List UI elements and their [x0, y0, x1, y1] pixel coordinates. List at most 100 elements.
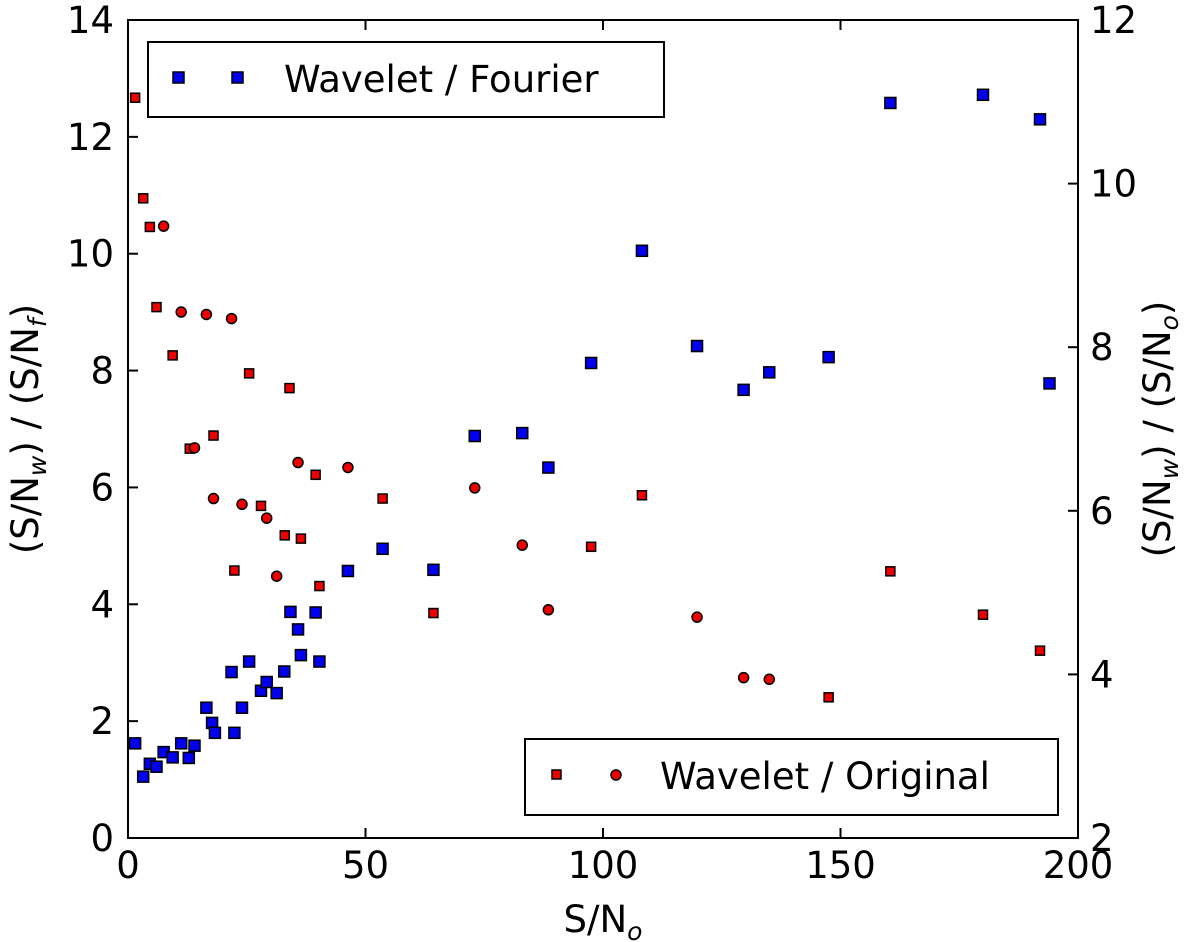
data-point-square-blue	[313, 655, 326, 668]
data-point-square-red	[255, 500, 267, 512]
data-point-circle	[270, 570, 283, 582]
data-point-circle	[260, 512, 273, 524]
data-point-square-red	[636, 490, 648, 501]
y-axis-right: 2 4 6 8 10 12	[1068, 0, 1137, 860]
data-point-square-red	[279, 530, 290, 541]
data-point-square-red	[208, 430, 219, 441]
data-point-square-blue	[584, 356, 598, 370]
data-point-square-red	[129, 92, 141, 103]
legend-marker-square	[551, 769, 562, 780]
data-point-square-blue	[690, 339, 704, 353]
x-tick-label: 100	[568, 844, 639, 887]
data-point-square-red	[295, 533, 307, 544]
y-axis-right-label: (S/Nw) / (S/No)	[1136, 301, 1184, 558]
data-point-square-blue	[822, 350, 835, 364]
data-point-square-red	[284, 382, 295, 394]
data-point-square-blue	[270, 686, 283, 700]
data-point-square-blue	[976, 88, 990, 102]
y-left-tick-label: 2	[90, 700, 114, 743]
data-point-square-blue	[200, 701, 213, 714]
data-point-square-blue	[182, 751, 196, 765]
data-point-square-blue	[260, 675, 273, 689]
data-point-square-blue	[542, 461, 555, 474]
y-axis-left-label: (S/Nw) / (S/Nf)	[4, 304, 52, 554]
data-point-circle	[342, 461, 354, 474]
x-axis: 0 50 100 150 200	[116, 20, 1113, 887]
data-point-square-blue	[884, 96, 897, 110]
data-point-square-blue	[188, 739, 201, 752]
data-point-square-red	[823, 692, 834, 703]
data-point-square-red	[144, 221, 156, 233]
data-point-square-blue	[427, 563, 440, 577]
y-right-tick-label: 10	[1090, 163, 1137, 206]
data-point-circle	[292, 456, 304, 469]
data-point-square-red	[151, 301, 162, 313]
x-tick-label: 150	[805, 844, 876, 887]
data-point-square-red	[167, 350, 178, 361]
data-point-square-blue	[309, 606, 322, 619]
data-point-square-blue	[228, 726, 241, 740]
y-left-tick-label: 4	[90, 583, 114, 626]
data-point-circle	[225, 312, 238, 325]
data-point-square-red	[229, 565, 240, 576]
data-point-square-blue	[763, 366, 776, 379]
data-point-square-blue	[516, 426, 529, 440]
data-point-square-blue	[341, 564, 355, 578]
y-left-tick-label: 12	[67, 116, 114, 159]
data-point-square-blue	[284, 605, 297, 619]
y-left-tick-label: 10	[67, 233, 114, 276]
y-left-tick-label: 14	[67, 0, 114, 42]
data-point-square-blue	[291, 623, 305, 636]
data-point-square-red	[1034, 645, 1046, 656]
x-tick-label: 50	[342, 844, 389, 887]
data-point-square-blue	[468, 429, 481, 443]
data-point-square-blue	[136, 770, 150, 783]
data-point-square-blue	[1043, 377, 1056, 390]
data-point-square-blue	[174, 737, 188, 750]
data-point-square-blue	[225, 665, 238, 679]
data-point-square-blue	[294, 648, 308, 662]
legend-marker-circle	[610, 769, 622, 781]
data-point-square-blue	[278, 665, 291, 678]
data-point-square-blue	[128, 737, 142, 750]
data-point-circle	[469, 482, 481, 494]
legend-wavelet-original: Wavelet / Original	[524, 738, 1059, 816]
y-left-tick-label: 6	[90, 466, 114, 509]
data-point-circle	[175, 306, 187, 318]
data-point-square-blue	[1033, 113, 1047, 126]
x-tick-label: 0	[116, 844, 140, 887]
data-point-square-red	[377, 493, 388, 504]
legend-marker-square	[231, 71, 244, 84]
data-point-square-blue	[150, 760, 163, 773]
data-point-square-red	[585, 541, 597, 553]
y-left-tick-label: 8	[90, 350, 114, 393]
data-point-circle	[207, 492, 220, 505]
data-point-circle	[691, 611, 703, 623]
data-point-circle	[157, 220, 170, 232]
data-point-circle	[188, 442, 201, 454]
data-point-square-blue	[635, 244, 649, 258]
data-point-square-red	[885, 566, 896, 577]
y-right-tick-label: 4	[1090, 653, 1114, 696]
plot-frame	[127, 19, 1079, 839]
x-axis-label: S/No	[564, 898, 643, 942]
data-point-circle	[542, 604, 555, 616]
y-right-tick-label: 8	[1090, 326, 1114, 369]
y-right-tick-label: 2	[1090, 817, 1114, 860]
y-left-tick-label: 0	[90, 817, 114, 860]
data-point-circle	[737, 671, 750, 684]
data-point-square-blue	[376, 542, 389, 556]
data-point-circle	[200, 308, 213, 321]
data-point-square-red	[243, 368, 255, 379]
data-point-circle	[763, 673, 775, 686]
legend-label: Wavelet / Original	[660, 755, 990, 798]
data-point-square-blue	[737, 383, 750, 397]
y-right-tick-label: 6	[1090, 490, 1114, 533]
data-point-square-red	[977, 609, 989, 620]
x-tick-label: 200	[1043, 844, 1114, 887]
y-axis-left: 0 2 4 6 8 10 12 14	[67, 0, 138, 860]
data-point-square-red	[310, 469, 321, 481]
data-point-circle	[516, 539, 528, 551]
data-point-square-red	[137, 193, 149, 204]
